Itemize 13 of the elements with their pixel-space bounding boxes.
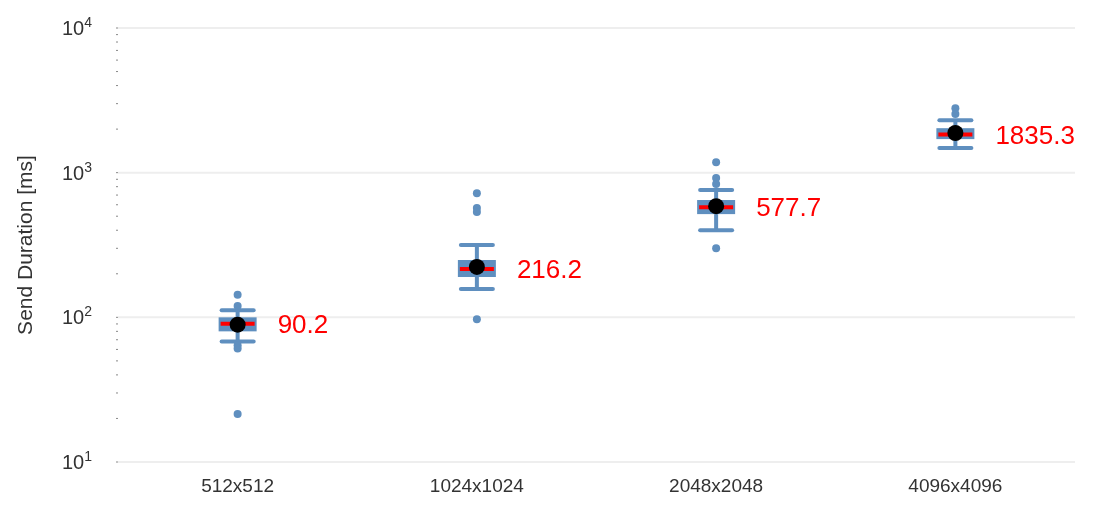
annotation: 90.2 bbox=[277, 308, 329, 339]
x-tick-label: 4096x4096 bbox=[908, 475, 1003, 496]
y-axis-title: Send Duration [ms] bbox=[13, 155, 36, 335]
y-tick-label: 10$^{1}$ bbox=[61, 448, 93, 473]
y-tick-label: 10$^{2}$ bbox=[61, 303, 93, 329]
x-tick-label: 1024x1024 bbox=[429, 475, 525, 496]
annotation: 577.7 bbox=[756, 192, 822, 223]
x-tick-label: 2048x2048 bbox=[669, 475, 764, 496]
x-tick-label: 512x512 bbox=[201, 475, 275, 496]
y-tick-label: 10$^{3}$ bbox=[61, 158, 93, 184]
annotation: 216.2 bbox=[516, 253, 582, 284]
y-tick-label: 10$^{4}$ bbox=[61, 14, 93, 39]
annotation: 1835.3 bbox=[995, 119, 1075, 150]
